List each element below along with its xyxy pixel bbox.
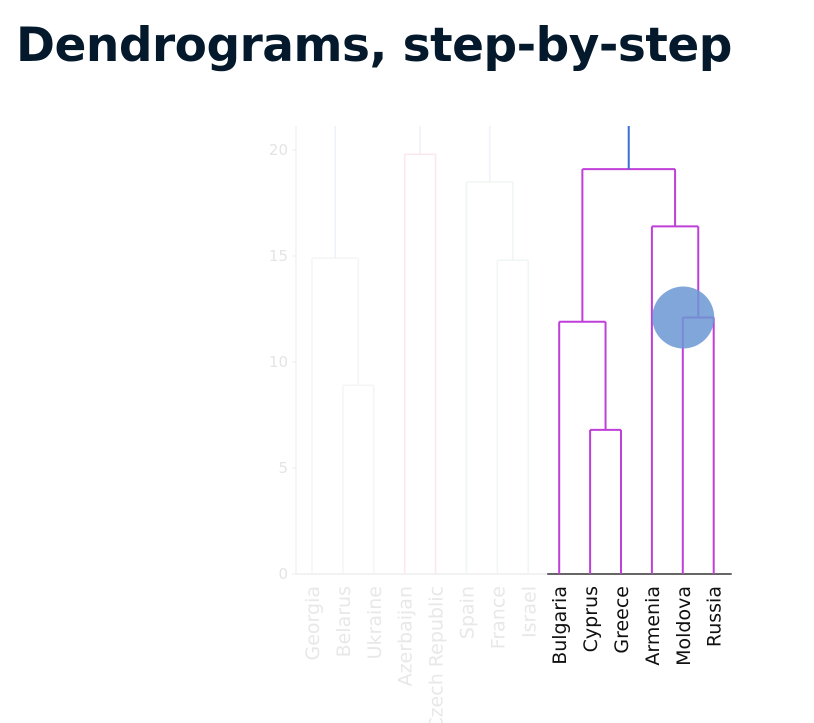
y-tick-label: 0 [278,565,288,583]
leaf-label: Georgia [302,586,324,661]
leaf-label: Azerbaijan [395,586,417,686]
y-tick-label: 5 [278,459,288,477]
leaf-label: Bulgaria [549,586,571,665]
y-tick-label: 20 [269,141,288,159]
leaf-label: Greece [611,586,633,654]
highlight-marker [652,286,715,349]
leaf-label: Israel [518,586,540,638]
leaf-label: Russia [704,586,726,647]
leaf-label: Ukraine [364,586,386,659]
leaf-label: Moldova [673,586,695,666]
leaf-label: Cyprus [580,586,602,652]
leaf-label: Czech Republic [426,586,448,723]
leaf-label: Armenia [642,586,664,666]
y-tick-label: 10 [269,353,288,371]
leaf-label: France [487,586,509,649]
page-title: Dendrograms, step-by-step [16,18,732,73]
y-tick-label: 15 [269,247,288,265]
leaf-label: Belarus [333,586,355,657]
leaf-label: Spain [457,586,479,639]
